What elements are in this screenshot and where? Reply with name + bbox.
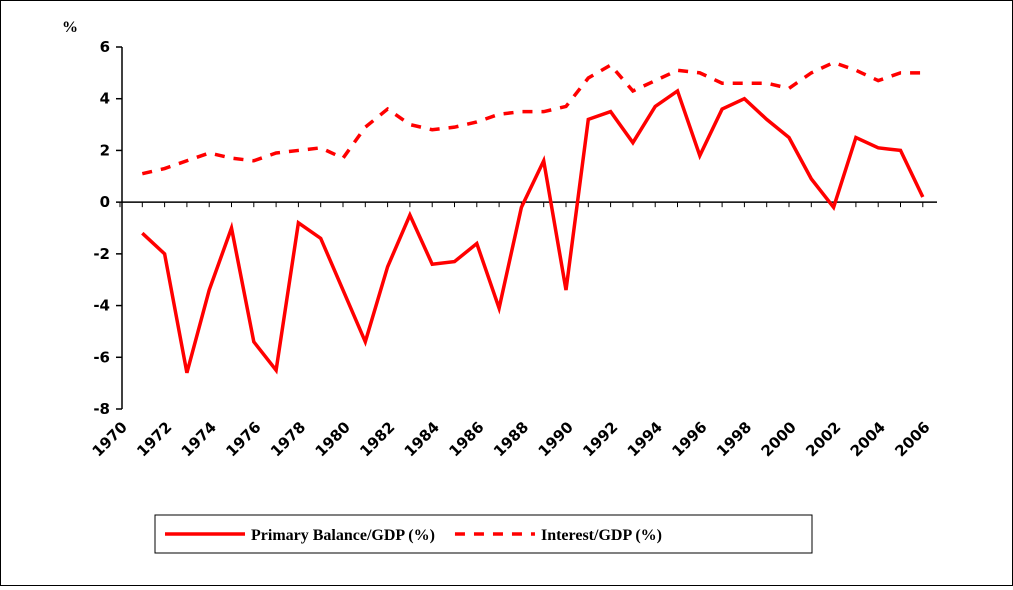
y-tick-label: 0: [100, 193, 110, 211]
legend-label: Primary Balance/GDP (%): [251, 527, 435, 544]
y-tick-label: -8: [93, 400, 110, 418]
y-tick-label: -4: [93, 297, 110, 315]
y-tick-label: -6: [93, 348, 110, 366]
series-line: [141, 60, 923, 176]
y-axis-label: %: [62, 19, 78, 36]
legend-label: Interest/GDP (%): [541, 527, 662, 544]
series-line: [141, 88, 925, 375]
y-tick-label: 6: [100, 38, 110, 56]
y-tick-label: 4: [100, 90, 110, 108]
y-tick-label: 2: [100, 141, 110, 159]
y-tick-label: -2: [93, 245, 110, 263]
